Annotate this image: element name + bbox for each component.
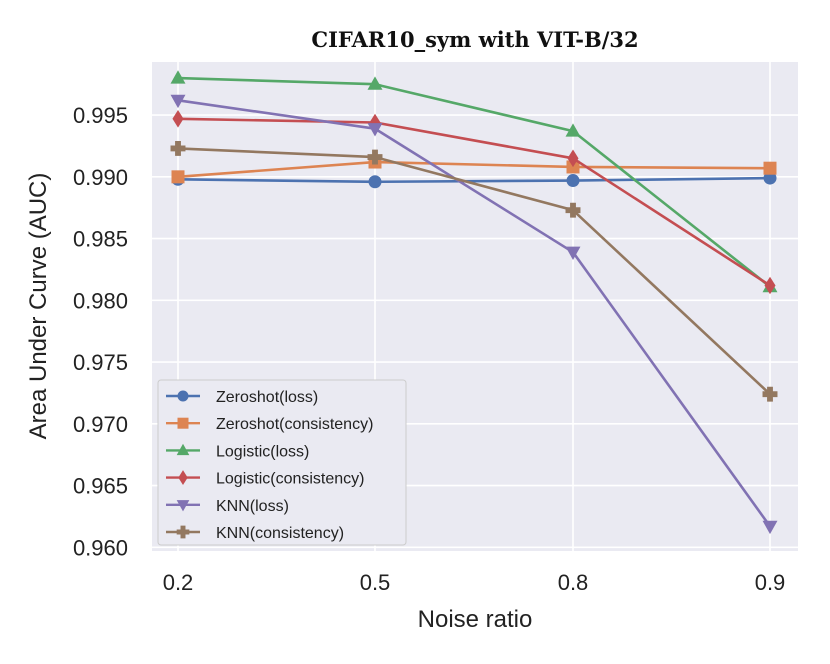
x-tick-label: 0.2: [163, 570, 194, 595]
triangle-down-marker: [762, 520, 778, 535]
circle-marker: [763, 171, 777, 185]
legend-label: Logistic(consistency): [216, 471, 365, 488]
y-tick-label: 0.980: [73, 288, 128, 313]
triangle-down-marker: [170, 94, 186, 109]
plus-marker: [367, 149, 383, 165]
triangle-down-marker: [367, 123, 383, 137]
series-line: [177, 176, 771, 184]
legend-label: KNN(consistency): [216, 525, 344, 542]
diamond-marker: [567, 149, 579, 168]
legend-entry: Logistic(loss): [166, 443, 309, 460]
legend-box: [157, 379, 407, 546]
y-tick-label: 0.970: [73, 412, 128, 437]
triangle-down-marker: [565, 246, 581, 260]
square-marker: [171, 170, 185, 184]
series-Logistic(consistency): [172, 110, 776, 295]
legend-label: Logistic(loss): [216, 443, 309, 460]
series-line: [177, 98, 772, 528]
plus-marker: [170, 140, 186, 156]
chart-title: CIFAR10_sym with VIT-B/32: [311, 27, 638, 52]
y-tick-label: 0.965: [73, 474, 128, 499]
circle-marker: [177, 390, 189, 402]
y-axis-label: Area Under Curve (AUC): [25, 173, 52, 440]
series-line: [177, 117, 771, 287]
x-tick-label: 0.8: [558, 570, 589, 595]
plus-marker: [565, 202, 581, 218]
legend-entry: Zeroshot(loss): [166, 389, 318, 406]
triangle-up-marker: [176, 443, 190, 456]
x-tick-label: 0.9: [755, 570, 786, 595]
y-tick-label: 0.990: [73, 165, 128, 190]
diamond-marker: [764, 276, 776, 295]
circle-marker: [566, 174, 580, 188]
y-tick-label: 0.975: [73, 350, 128, 375]
triangle-up-marker: [367, 76, 383, 90]
legend-entry: Zeroshot(consistency): [166, 416, 373, 433]
y-tick-label: 0.960: [73, 535, 128, 560]
y-tick-label: 0.995: [73, 103, 128, 128]
legend-entry: KNN(consistency): [166, 525, 344, 542]
legend-label: Zeroshot(loss): [216, 389, 318, 406]
legend-label: KNN(loss): [216, 498, 289, 515]
diamond-marker: [172, 110, 184, 128]
triangle-up-marker: [170, 70, 186, 84]
series-line: [177, 160, 771, 179]
y-tick-label: 0.985: [73, 227, 128, 252]
x-axis-label: Noise ratio: [418, 606, 533, 633]
legend-label: Zeroshot(consistency): [216, 416, 373, 433]
diamond-marker: [369, 113, 381, 132]
legend-entry: Logistic(consistency): [166, 470, 365, 488]
legend-entry: KNN(loss): [166, 498, 289, 515]
series-Logistic(loss): [170, 70, 778, 293]
x-tick-label: 0.5: [360, 570, 391, 595]
triangle-down-marker: [176, 500, 190, 512]
square-marker: [763, 161, 777, 175]
series-KNN(consistency): [170, 140, 778, 402]
tick-labels: 0.960 0.965 0.970 0.975 0.980 0.985 0.990 0.995…: [73, 103, 785, 595]
series-KNN(loss): [170, 94, 778, 535]
legend: Zeroshot(loss) Zeroshot(consistency) Logis…: [157, 379, 407, 546]
triangle-up-marker: [565, 123, 581, 137]
square-marker: [177, 417, 189, 429]
series-line: [177, 76, 771, 288]
plus-marker: [176, 525, 190, 539]
circle-marker: [368, 175, 382, 189]
series-line: [177, 147, 771, 396]
series-layer: [170, 70, 778, 535]
diamond-marker: [178, 470, 188, 486]
plus-marker: [762, 386, 778, 402]
